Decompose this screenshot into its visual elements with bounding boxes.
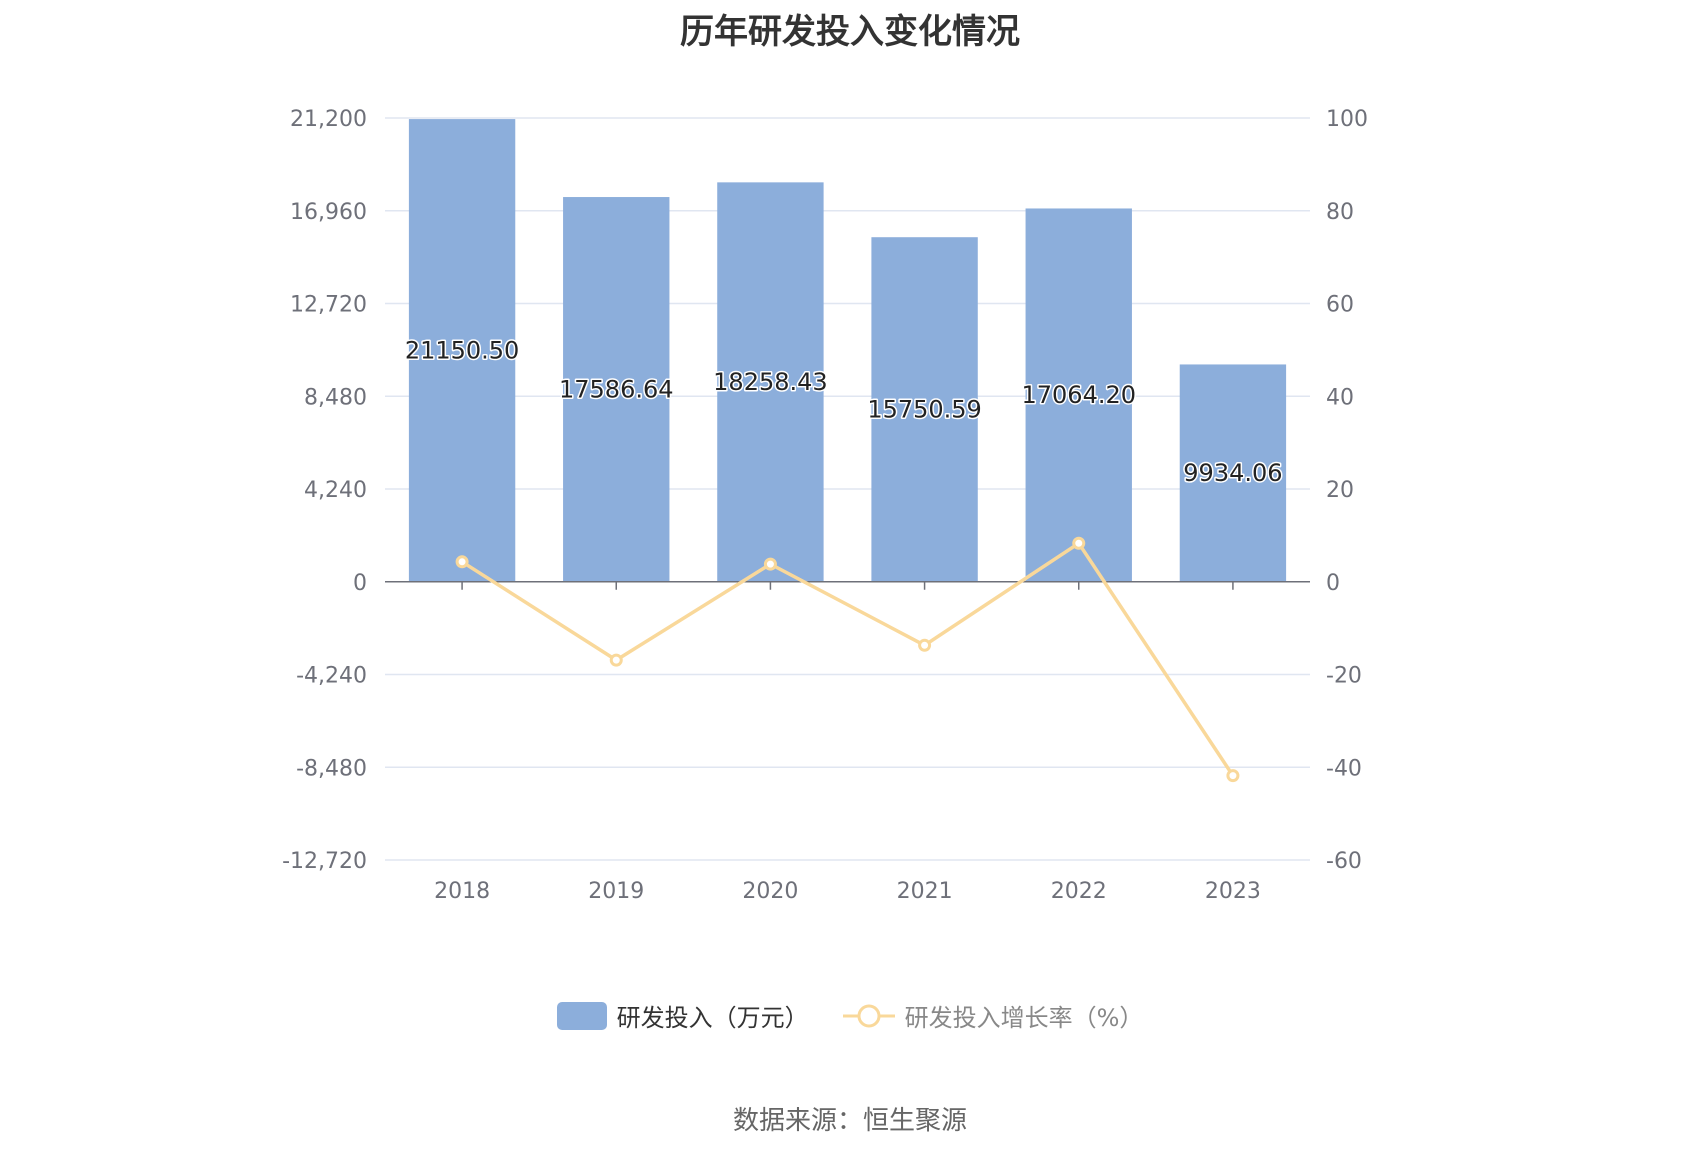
- bar-series: [408, 119, 1287, 582]
- left-axis-tick-label: -4,240: [296, 664, 367, 689]
- bar-2019: [563, 197, 670, 582]
- left-axis-tick-label: 0: [353, 571, 367, 596]
- left-axis-tick-label: -12,720: [282, 849, 367, 874]
- bar-2022: [1025, 208, 1132, 582]
- right-axis-tick-label: 80: [1326, 200, 1354, 225]
- growth-rate-point-2020: [763, 557, 777, 571]
- right-axis-tick-label: -20: [1326, 664, 1362, 689]
- bar-label-2019: 17586.64: [559, 375, 674, 403]
- legend-item-bar[interactable]: 研发投入（万元）: [556, 998, 809, 1033]
- legend-line-label: 研发投入增长率（%）: [904, 1004, 1144, 1032]
- left-axis-tick-label: 8,480: [304, 385, 367, 410]
- left-axis-tick-label: 21,200: [290, 107, 367, 132]
- x-axis-tick-label: 2021: [897, 879, 953, 904]
- legend-bar-swatch: [556, 1001, 607, 1030]
- left-axis-tick-label: 16,960: [290, 200, 367, 225]
- left-axis-tick-label: -8,480: [296, 756, 367, 781]
- right-axis-tick-label: 100: [1326, 107, 1368, 132]
- right-axis-tick-label: 40: [1326, 385, 1354, 410]
- right-axis-tick-label: 20: [1326, 478, 1354, 503]
- bar-2018: [408, 119, 516, 582]
- right-axis-tick-label: -40: [1326, 756, 1362, 781]
- bar-label-2020: 18258.43: [713, 368, 828, 396]
- x-axis-tick-label: 2020: [742, 879, 798, 904]
- growth-rate-point-2019: [609, 653, 623, 667]
- grid-lines: [385, 117, 1310, 861]
- right-axis-tick-label: 0: [1326, 571, 1340, 596]
- growth-rate-line: [461, 540, 1235, 777]
- bar-data-labels: 21150.50 17586.64 18258.43 15750.59 17064.20…: [403, 335, 1284, 489]
- growth-rate-point-2022: [1072, 536, 1086, 550]
- legend-bar-label: 研发投入（万元）: [616, 1004, 809, 1032]
- right-axis-tick-label: 60: [1326, 293, 1354, 318]
- data-source: 数据来源：恒生聚源: [732, 1106, 967, 1136]
- chart-title: 历年研发投入变化情况: [680, 12, 1020, 52]
- x-axis-ticks: 2018 2019 2020 2021 2022 2023: [434, 879, 1261, 904]
- line-series: [455, 536, 1240, 783]
- bar-2020: [717, 182, 824, 582]
- right-axis-tick-label: -60: [1326, 849, 1362, 874]
- bar-2021: [871, 237, 978, 582]
- bar-2023: [1179, 364, 1287, 582]
- left-axis-tick-label: 4,240: [304, 478, 367, 503]
- bar-label-2023: 9934.06: [1183, 459, 1282, 487]
- growth-rate-point-2021: [918, 638, 932, 652]
- right-y-axis-ticks: 100 80 60 40 20 0 -20 -40 -60: [1326, 107, 1368, 874]
- left-axis-tick-label: 12,720: [290, 293, 367, 318]
- bar-label-2021: 15750.59: [867, 395, 982, 423]
- x-axis-tick-label: 2018: [434, 879, 490, 904]
- bar-label-2022: 17064.20: [1021, 381, 1136, 409]
- x-axis: [385, 581, 1310, 590]
- x-axis-tick-label: 2023: [1205, 879, 1261, 904]
- left-y-axis-ticks: 21,200 16,960 12,720 8,480 4,240 0 -4,240 -8,48…: [282, 107, 367, 874]
- legend: 研发投入（万元） 研发投入增长率（%）: [0, 998, 1700, 1033]
- legend-item-line[interactable]: 研发投入增长率（%）: [842, 998, 1144, 1033]
- legend-line-swatch: [842, 1004, 895, 1027]
- bar-label-2018: 21150.50: [405, 336, 520, 364]
- growth-rate-point-2018: [455, 555, 469, 569]
- x-axis-tick-label: 2022: [1051, 879, 1107, 904]
- x-axis-tick-label: 2019: [588, 879, 644, 904]
- growth-rate-point-2023: [1226, 769, 1240, 783]
